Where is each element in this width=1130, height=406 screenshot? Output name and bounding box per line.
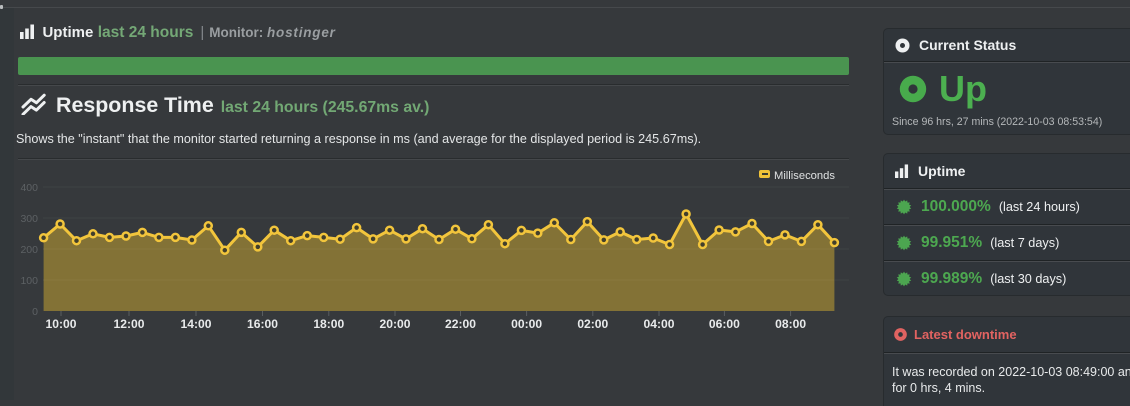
svg-text:18:00: 18:00 bbox=[313, 317, 344, 331]
svg-text:0: 0 bbox=[32, 306, 38, 318]
svg-text:200: 200 bbox=[20, 244, 38, 256]
svg-text:22:00: 22:00 bbox=[445, 317, 476, 331]
svg-text:04:00: 04:00 bbox=[644, 317, 675, 331]
svg-text:12:00: 12:00 bbox=[114, 317, 145, 331]
svg-text:14:00: 14:00 bbox=[181, 317, 212, 331]
svg-text:400: 400 bbox=[20, 182, 38, 194]
svg-text:10:00: 10:00 bbox=[46, 317, 77, 331]
svg-text:02:00: 02:00 bbox=[577, 317, 608, 331]
svg-text:20:00: 20:00 bbox=[380, 317, 411, 331]
svg-text:08:00: 08:00 bbox=[775, 317, 806, 331]
svg-text:06:00: 06:00 bbox=[709, 317, 740, 331]
svg-text:16:00: 16:00 bbox=[247, 317, 278, 331]
svg-text:300: 300 bbox=[20, 213, 38, 225]
svg-text:00:00: 00:00 bbox=[511, 317, 542, 331]
svg-text:100: 100 bbox=[20, 275, 38, 287]
